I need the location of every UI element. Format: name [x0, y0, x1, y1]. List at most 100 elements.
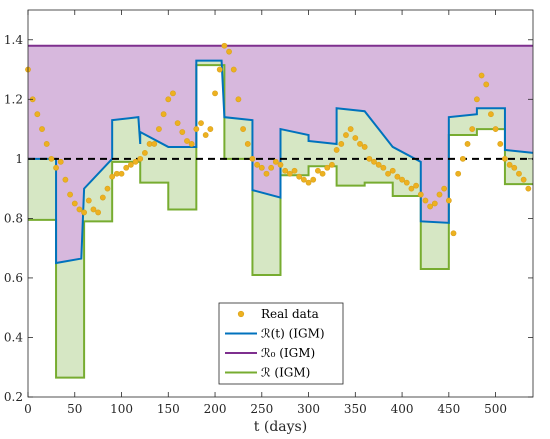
data-point [193, 126, 200, 132]
data-point [333, 147, 340, 153]
data-point [403, 179, 410, 186]
data-point [473, 96, 480, 103]
data-point [506, 161, 513, 168]
data-point [141, 149, 148, 156]
data-point [488, 111, 494, 118]
data-point [492, 126, 499, 132]
data-point [43, 141, 50, 147]
data-point [329, 161, 335, 168]
data-point [226, 48, 232, 55]
data-point [511, 164, 518, 171]
data-point [174, 120, 181, 127]
data-point [62, 176, 69, 183]
axes-layer: 0 50 100 150 200 250 300 350 400 450 500 0.2 0.4 0.6 0… [4, 9, 534, 416]
data-point [240, 126, 246, 132]
data-point [85, 197, 92, 204]
data-point [272, 158, 279, 165]
x-axis-label: t (days) [254, 419, 307, 435]
data-point [286, 170, 293, 177]
data-point [315, 167, 321, 174]
data-point [417, 191, 424, 198]
data-point [127, 161, 134, 168]
x-tick-label: 150 [157, 402, 180, 416]
data-point [104, 185, 111, 192]
data-point [76, 206, 83, 213]
legend-label: ℛ₀ (IGM) [261, 346, 315, 360]
data-point [81, 209, 88, 216]
x-tick-label: 450 [437, 402, 460, 416]
data-point [151, 141, 158, 147]
data-point [399, 176, 405, 183]
data-point [385, 170, 391, 177]
x-tick-label: 200 [204, 402, 227, 416]
data-point [137, 155, 144, 162]
data-point [282, 167, 289, 174]
data-point [39, 126, 45, 132]
data-point [347, 126, 354, 132]
legend: Real data ℛ(t) (IGM) ℛ₀ (IGM) ℛ (IGM) [218, 302, 344, 385]
data-point [254, 161, 261, 168]
data-point [375, 161, 382, 168]
data-point [170, 90, 176, 97]
data-point [109, 173, 116, 180]
data-point [188, 141, 195, 147]
data-point [478, 72, 485, 79]
y-tick-label: 0.2 [4, 390, 23, 404]
rt-line [28, 59, 534, 265]
data-point [221, 42, 228, 49]
data-point [235, 96, 242, 103]
data-point [165, 96, 172, 103]
data-point [34, 111, 41, 118]
x-tick-label: 50 [67, 402, 82, 416]
data-point [90, 206, 97, 213]
data-point [427, 203, 434, 210]
y-tick-label: 0.6 [4, 271, 23, 285]
scatter-layer [25, 42, 532, 237]
data-point [268, 164, 275, 171]
data-point [413, 182, 420, 189]
data-point [296, 173, 303, 180]
data-point [216, 66, 223, 73]
data-point [464, 141, 471, 147]
data-point [483, 81, 490, 88]
legend-label: Real data [261, 307, 319, 321]
data-point [445, 197, 452, 204]
data-point [459, 155, 466, 162]
data-point [520, 176, 527, 183]
data-point [394, 173, 401, 180]
data-point [516, 170, 522, 177]
x-tick-label: 500 [484, 402, 507, 416]
x-tick-label: 300 [297, 402, 320, 416]
y-tick-label: 0.4 [4, 330, 23, 344]
data-point [380, 164, 387, 171]
data-point [450, 230, 457, 237]
data-point [57, 158, 64, 165]
legend-marker [237, 310, 245, 318]
y-tick-label: 1.4 [4, 33, 23, 47]
data-point [202, 132, 209, 138]
data-point [343, 132, 349, 138]
data-point [160, 111, 167, 118]
data-point [422, 197, 429, 204]
data-point [361, 144, 368, 150]
x-tick-label: 100 [110, 402, 133, 416]
r-lower-line [28, 64, 533, 379]
data-point [366, 155, 373, 162]
data-point [357, 141, 363, 147]
data-point [338, 141, 345, 147]
y-tick-label: 1 [15, 152, 23, 166]
data-point [408, 185, 415, 192]
data-point [277, 161, 284, 168]
data-point [132, 158, 139, 165]
legend-label: ℛ(t) (IGM) [261, 327, 325, 341]
plot-frame [27, 9, 534, 398]
data-point [184, 138, 190, 144]
data-point [48, 155, 55, 162]
data-point [525, 185, 532, 192]
x-tick-label: 400 [391, 402, 414, 416]
data-point [179, 129, 186, 135]
data-point [319, 170, 326, 177]
data-point [502, 155, 508, 162]
x-tick-label: 250 [250, 402, 273, 416]
